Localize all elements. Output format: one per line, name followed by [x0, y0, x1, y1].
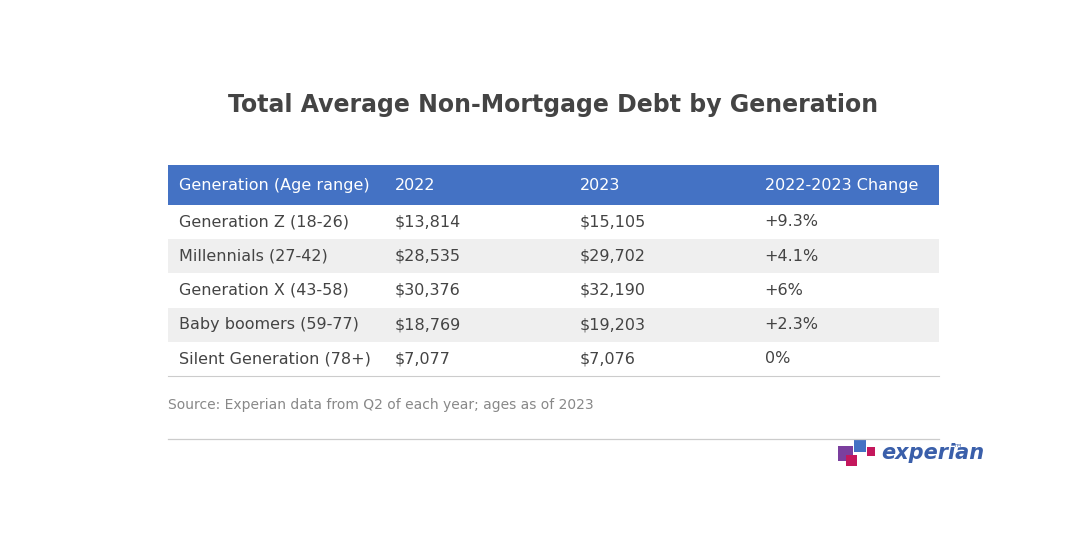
FancyBboxPatch shape — [847, 455, 858, 466]
Text: $28,535: $28,535 — [395, 249, 461, 263]
Text: 2023: 2023 — [580, 178, 620, 192]
Text: +6%: +6% — [765, 283, 804, 298]
FancyBboxPatch shape — [168, 165, 384, 205]
FancyBboxPatch shape — [168, 205, 939, 239]
Text: Generation Z (18-26): Generation Z (18-26) — [179, 215, 349, 229]
Text: $7,076: $7,076 — [580, 351, 636, 366]
FancyBboxPatch shape — [854, 440, 866, 452]
Text: +2.3%: +2.3% — [765, 317, 819, 332]
FancyBboxPatch shape — [866, 447, 875, 456]
FancyBboxPatch shape — [384, 165, 569, 205]
FancyBboxPatch shape — [168, 342, 939, 376]
Text: Source: Experian data from Q2 of each year; ages as of 2023: Source: Experian data from Q2 of each ye… — [168, 398, 594, 412]
Text: Generation (Age range): Generation (Age range) — [179, 178, 370, 192]
FancyBboxPatch shape — [754, 165, 939, 205]
Text: $7,077: $7,077 — [395, 351, 450, 366]
Text: $30,376: $30,376 — [395, 283, 461, 298]
Text: +4.1%: +4.1% — [765, 249, 819, 263]
Text: 2022-2023 Change: 2022-2023 Change — [765, 178, 918, 192]
Text: Baby boomers (59-77): Baby boomers (59-77) — [179, 317, 360, 332]
Text: +9.3%: +9.3% — [765, 215, 819, 229]
FancyBboxPatch shape — [168, 307, 939, 342]
Text: ™: ™ — [953, 442, 962, 453]
Text: Total Average Non-Mortgage Debt by Generation: Total Average Non-Mortgage Debt by Gener… — [229, 93, 878, 117]
Text: 0%: 0% — [765, 351, 789, 366]
FancyBboxPatch shape — [168, 273, 939, 307]
Text: Silent Generation (78+): Silent Generation (78+) — [179, 351, 372, 366]
Text: $32,190: $32,190 — [580, 283, 646, 298]
Text: $18,769: $18,769 — [395, 317, 461, 332]
FancyBboxPatch shape — [838, 446, 853, 461]
Text: 2022: 2022 — [395, 178, 435, 192]
Text: experian: experian — [881, 443, 985, 463]
Text: Millennials (27-42): Millennials (27-42) — [179, 249, 328, 263]
FancyBboxPatch shape — [168, 239, 939, 273]
FancyBboxPatch shape — [569, 165, 754, 205]
Text: Generation X (43-58): Generation X (43-58) — [179, 283, 349, 298]
Text: $15,105: $15,105 — [580, 215, 646, 229]
Text: $13,814: $13,814 — [395, 215, 461, 229]
Text: $29,702: $29,702 — [580, 249, 646, 263]
Text: $19,203: $19,203 — [580, 317, 646, 332]
